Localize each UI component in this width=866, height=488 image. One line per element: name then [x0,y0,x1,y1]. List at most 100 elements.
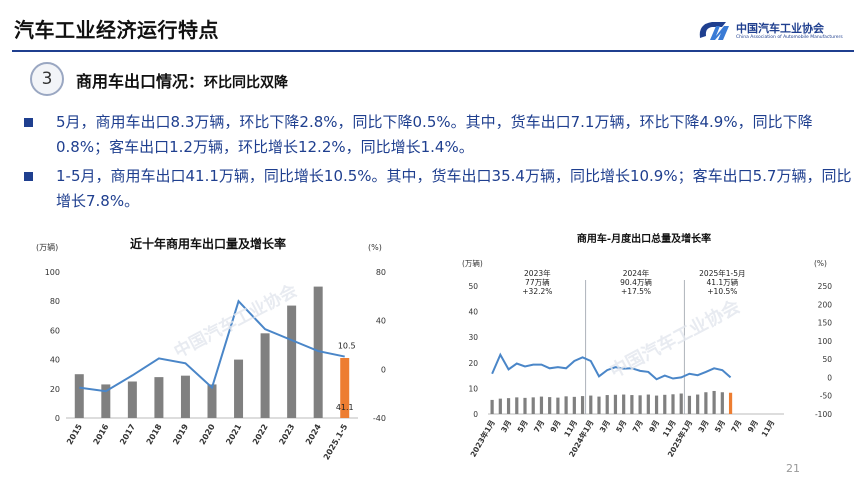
left-tick-label: 30 [468,333,478,342]
right-tick-label: 200 [818,300,833,309]
bar [679,393,683,414]
x-tick-label: 11月 [760,419,777,439]
x-tick-label: 11月 [562,419,579,439]
bullet-text: 5月，商用车出口8.3万辆，环比下降2.8%，同比下降0.5%。其中，货车出口7… [56,113,813,156]
bar [580,396,585,414]
bar [654,395,659,414]
page-number: 21 [786,462,800,475]
x-tick-label: 5月 [516,419,530,435]
bullet-item: 5月，商用车出口8.3万辆，环比下降2.8%，同比下降0.5%。其中，货车出口7… [22,110,852,160]
bar-data-label: 41.1 [336,403,354,412]
left-tick-label: 20 [50,385,60,394]
category-label: 2020 [198,422,217,446]
bar [127,381,137,418]
bar [597,396,601,414]
x-tick-label: 7月 [532,419,546,435]
slide-title: 汽车工业经济运行特点 [14,18,219,42]
annotation-text: +17.5% [621,287,651,296]
bar [638,395,642,414]
annotation-text: 2023年 [524,268,551,278]
annotation-text: 41.1万辆 [706,277,738,287]
chart-title: 近十年商用车出口量及增长率 [130,236,286,251]
header-divider [12,50,854,52]
bar [523,397,527,414]
category-label: 2023 [277,423,296,447]
right-tick-label: 40 [376,317,386,326]
x-tick-label: 11月 [661,419,678,439]
logo-en-text: China Association of Automobile Manufact… [736,35,843,40]
bar [671,394,675,414]
bar [234,359,244,418]
x-tick-label: 9月 [647,419,661,435]
right-tick-label: 50 [822,355,832,364]
category-label: 2015 [65,422,84,446]
bar [74,374,84,418]
right-tick-label: 0 [381,365,386,374]
bar [498,398,502,414]
category-label: 2024 [304,422,323,446]
category-label: 2017 [118,423,137,447]
x-tick-label: 3月 [696,419,710,435]
bar [605,395,609,414]
left-tick-label: 80 [50,297,60,306]
left-tick-label: 60 [50,326,60,335]
left-tick-label: 0 [55,414,60,423]
x-tick-label: 5月 [614,419,628,435]
bar [506,398,511,414]
bullet-list: 5月，商用车出口8.3万辆，环比下降2.8%，同比下降0.5%。其中，货车出口7… [22,110,852,218]
left-tick-label: 40 [468,308,478,317]
category-label: 2021 [224,422,243,446]
annotation-text: 2024年 [623,268,650,278]
left-tick-label: 40 [50,356,60,365]
annotation-text: 90.4万辆 [620,277,652,287]
bar [180,375,190,418]
left-tick-label: 20 [468,359,478,368]
caam-logo: 中国汽车工业协会 China Association of Automobile… [696,18,856,48]
right-tick-label: -50 [820,392,832,401]
x-tick-label: 9月 [746,419,760,435]
bar [663,394,667,414]
monthly-export-chart: 商用车-月度出口总量及增长率 (万辆) (%) 0 10 20 30 40 50 -100 -50 0… [462,232,833,459]
chart-title: 商用车-月度出口总量及增长率 [577,232,711,245]
bullet-square-icon [24,118,33,127]
bullet-text: 1-5月，商用车出口41.1万辆，同比增长10.5%。其中，货车出口35.4万辆… [56,167,852,210]
bar [101,384,111,418]
bar [260,333,270,418]
section-title-main: 商用车出口情况： [76,72,205,91]
bar [728,392,733,414]
section-heading: 3 商用车出口情况：环比同比双降 [12,62,852,96]
annotation-text: +32.2% [522,287,552,296]
bar [696,394,700,414]
right-tick-label: -40 [373,414,386,423]
bar [687,395,692,414]
bar [287,305,297,418]
bar [720,392,724,414]
bar [630,395,634,414]
bar [572,396,576,414]
x-tick-label: 7月 [631,419,645,435]
category-label: 2019 [171,422,190,446]
bar [548,397,552,414]
category-label: 2025.1-5 [322,422,350,461]
bar [531,397,535,414]
right-tick-label: 0 [827,373,832,382]
watermark-text: 中国汽车工业协会 [170,280,300,362]
category-label: 2018 [145,422,164,446]
category-label: 2022 [251,423,270,447]
slide-header: 汽车工业经济运行特点 中国汽车工业协会 China Association of… [0,0,866,52]
right-tick-label: -100 [815,410,832,419]
left-tick-label: 0 [473,410,478,419]
bar [646,394,650,414]
logo-cn-text: 中国汽车工业协会 [736,22,824,35]
x-tick-label: 5月 [713,419,727,435]
bar [613,394,618,414]
right-axis-unit: (%) [368,243,382,252]
bullet-square-icon [24,172,33,181]
x-tick-label: 2023年1月 [468,418,497,459]
annotation-text: 2025年1-5月 [699,268,745,278]
bar [589,395,593,414]
right-tick-label: 80 [376,268,386,277]
right-tick-label: 150 [818,319,833,328]
x-tick-label: 9月 [548,419,562,435]
category-label: 2016 [92,422,111,446]
